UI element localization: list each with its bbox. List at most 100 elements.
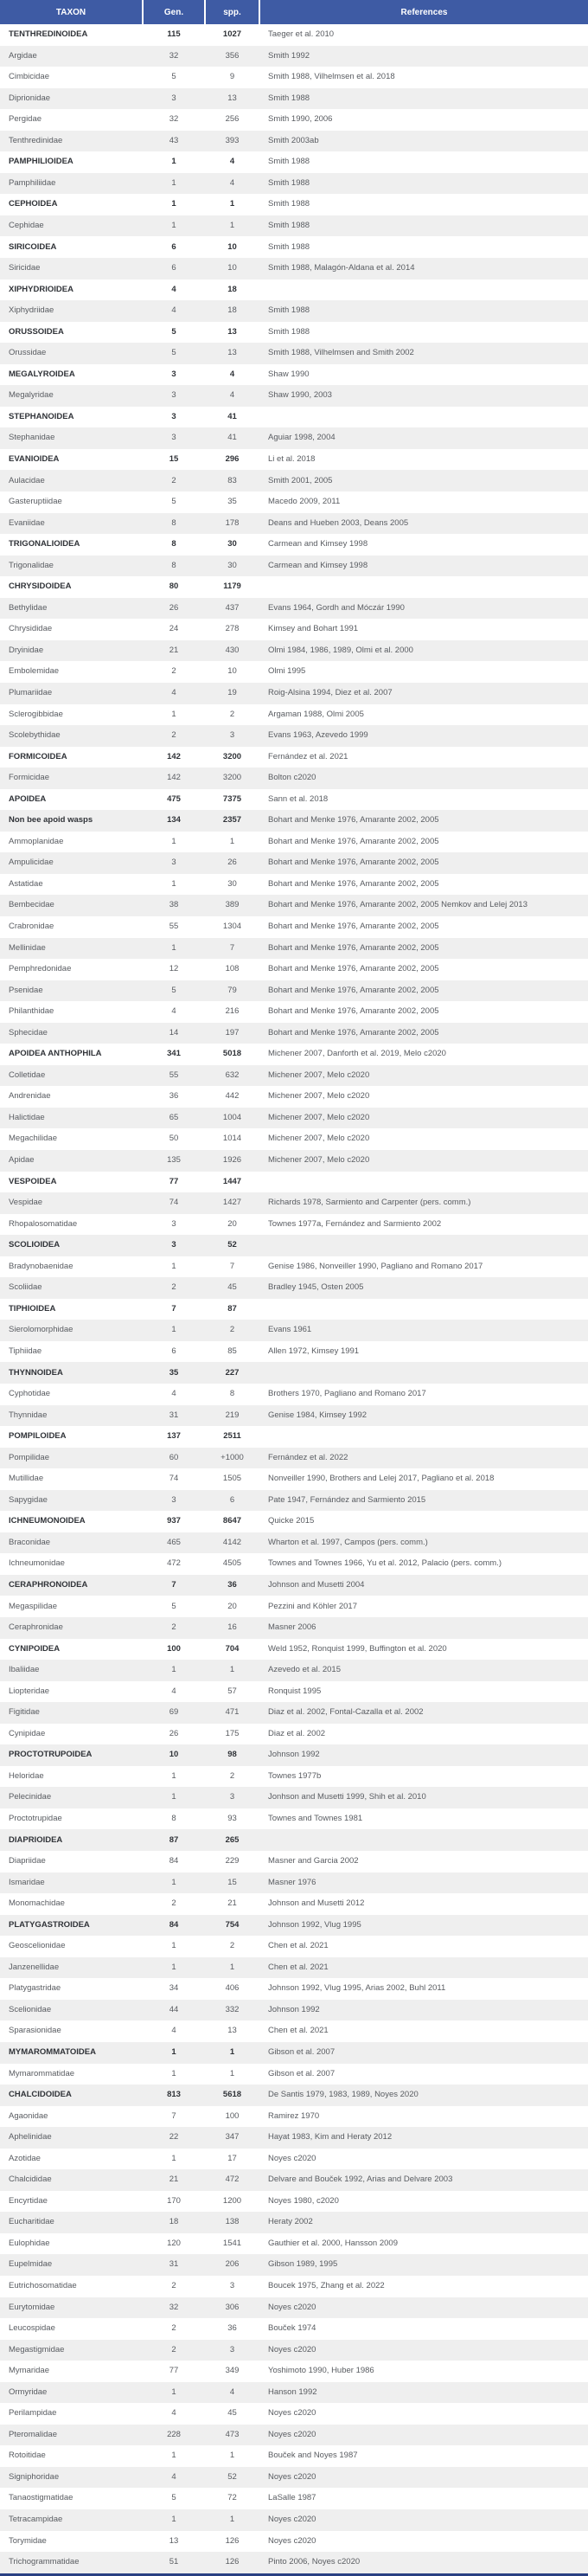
table-row: Xiphydriidae 4 18 Smith 1988 — [0, 300, 588, 322]
references-cell: Li et al. 2018 — [268, 453, 316, 464]
species-count-cell: 100 — [225, 2110, 240, 2121]
references-cell — [259, 1299, 588, 1320]
genera-count-cell: 1 — [171, 157, 176, 167]
references-cell: Michener 2007, Melo c2020 — [268, 1134, 370, 1144]
references-cell: Smith 1988 — [259, 172, 588, 195]
taxon-cell: Sclerogibbidae — [9, 709, 63, 719]
references-cell: Townes and Townes 1981 — [268, 1813, 363, 1823]
genera-count-cell: 22 — [143, 2127, 205, 2149]
genera-count-cell: 4 — [143, 300, 205, 322]
species-count-cell: 1 — [205, 1660, 259, 1681]
species-count-cell: 21 — [227, 1898, 237, 1909]
references-cell: Pinto 2006, Noyes c2020 — [259, 2552, 588, 2575]
genera-count-cell: 8 — [143, 512, 205, 535]
taxon-cell: Thynnidae — [0, 1404, 143, 1427]
references-cell: Bohart and Menke 1976, Amarante 2002, 20… — [259, 1022, 588, 1044]
genera-count-cell: 142 — [143, 768, 205, 789]
taxon-cell: Diprionidae — [0, 87, 143, 110]
taxon-cell: Scolebythidae — [0, 725, 143, 747]
references-cell: Hanson 1992 — [259, 2381, 588, 2404]
taxon-cell: PAMPHILIOIDEA — [9, 157, 74, 167]
genera-count-cell: 2 — [171, 2281, 176, 2291]
taxon-cell: PROCTOTRUPOIDEA — [0, 1744, 143, 1766]
taxon-cell: Eulophidae — [9, 2238, 50, 2248]
taxon-cell: Trigonalidae — [0, 555, 143, 577]
table-row: Stephanidae 3 41 Aguiar 1998, 2004 — [0, 427, 588, 449]
genera-count-cell: 43 — [143, 130, 205, 152]
taxon-cell: Ismaridae — [0, 1872, 143, 1894]
taxon-cell: POMPILOIDEA — [9, 1431, 67, 1442]
species-count-cell: 36 — [227, 2323, 237, 2334]
references-cell: Noyes c2020 — [259, 2424, 588, 2446]
taxon-cell: Vespidae — [0, 1192, 143, 1214]
table-row: Monomachidae 2 21 Johnson and Musetti 20… — [0, 1893, 588, 1915]
genera-count-cell: 8 — [171, 1813, 176, 1823]
species-count-cell: 3 — [229, 2281, 235, 2291]
references-cell: Townes 1977a, Fernández and Sarmiento 20… — [268, 1218, 442, 1229]
table-row: Cephidae 1 1 Smith 1988 — [0, 215, 588, 237]
genera-count-cell: 35 — [143, 1362, 205, 1384]
species-count-cell: 356 — [205, 45, 259, 67]
species-count-cell: 306 — [205, 2297, 259, 2319]
taxon-cell: Liopteridae — [9, 1686, 50, 1696]
genera-count-cell: 32 — [143, 2297, 205, 2319]
references-cell: Olmi 1995 — [268, 666, 306, 677]
species-count-cell: 6 — [205, 1489, 259, 1512]
species-count-cell: 1304 — [222, 922, 242, 932]
species-count-cell: 13 — [205, 343, 259, 364]
genera-count-cell: 4 — [171, 284, 176, 294]
references-cell: Bohart and Menke 1976, Amarante 2002, 20… — [259, 895, 588, 916]
column-header-species: spp. — [204, 0, 259, 24]
references-cell: Smith 2001, 2005 — [259, 470, 588, 492]
taxon-cell: Orussidae — [0, 343, 143, 364]
genera-count-cell: 5 — [171, 497, 176, 507]
table-row: Diprionidae 3 13 Smith 1988 — [0, 87, 588, 110]
references-cell: Smith 1988 — [259, 300, 588, 322]
taxon-cell: APOIDEA — [9, 793, 47, 804]
species-count-cell: 52 — [205, 2466, 259, 2489]
references-cell: Weld 1952, Ronquist 1999, Buffington et … — [268, 1643, 447, 1654]
species-count-cell: 2 — [229, 1770, 235, 1781]
genera-count-cell: 7 — [171, 1303, 176, 1314]
table-row: Halictidae 65 1004 Michener 2007, Melo c… — [0, 1107, 588, 1129]
references-cell: Smith 1988 — [259, 87, 588, 110]
taxon-cell: Tiphiidae — [9, 1346, 42, 1356]
table-row: Scoliidae 2 45 Bradley 1945, Osten 2005 — [0, 1277, 588, 1299]
references-cell: Bohart and Menke 1976, Amarante 2002, 20… — [268, 922, 439, 932]
genera-count-cell: 6 — [171, 1346, 176, 1356]
references-cell: Carmean and Kimsey 1998 — [259, 555, 588, 577]
taxon-cell: Ampulicidae — [0, 852, 143, 874]
taxon-cell: Bembecidae — [0, 895, 143, 916]
taxon-cell: Evaniidae — [0, 512, 143, 535]
table-row: Trichogrammatidae 51 126 Pinto 2006, Noy… — [0, 2552, 588, 2575]
table-row: Sclerogibbidae 1 2 Argaman 1988, Olmi 20… — [0, 704, 588, 726]
references-cell: Michener 2007, Melo c2020 — [259, 1107, 588, 1129]
references-cell: Noyes c2020 — [268, 2535, 316, 2546]
genera-count-cell: 472 — [167, 1558, 181, 1569]
table-row: Trigonalidae 8 30 Carmean and Kimsey 199… — [0, 555, 588, 577]
table-row: Ceraphronidae 2 16 Masner 2006 — [0, 1617, 588, 1639]
species-count-cell: 45 — [227, 2408, 237, 2419]
table-row: Figitidae 69 471 Diaz et al. 2002, Fonta… — [0, 1702, 588, 1724]
genera-count-cell: 1 — [171, 199, 176, 209]
table-row: Mymaridae 77 349 Yoshimoto 1990, Huber 1… — [0, 2361, 588, 2382]
references-cell: Carmean and Kimsey 1998 — [268, 539, 368, 549]
table-row: Evaniidae 8 178 Deans and Hueben 2003, D… — [0, 512, 588, 535]
genera-count-cell: 2 — [143, 2339, 205, 2361]
genera-count-cell: 55 — [169, 922, 179, 932]
species-count-cell: 57 — [227, 1686, 237, 1696]
table-row: Megaspilidae 5 20 Pezzini and Köhler 201… — [0, 1596, 588, 1617]
references-cell: Johnson 1992, Vlug 1995 — [259, 1914, 588, 1937]
references-cell — [259, 1426, 588, 1448]
references-cell: Bouček and Noyes 1987 — [268, 2451, 358, 2461]
genera-count-cell: 1 — [143, 1956, 205, 1979]
table-row: CERAPHRONOIDEA 7 36 Johnson and Musetti … — [0, 1574, 588, 1596]
references-cell: Shaw 1990, 2003 — [259, 385, 588, 407]
taxon-cell: Ormyridae — [0, 2381, 143, 2404]
taxon-cell: Perilampidae — [9, 2408, 57, 2419]
genera-count-cell: 1 — [171, 878, 176, 889]
taxon-cell: Platygastridae — [9, 1983, 61, 1994]
references-cell: Evans 1964, Gordh and Móczár 1990 — [259, 597, 588, 620]
species-count-cell: 18 — [227, 284, 237, 294]
species-count-cell: 4 — [205, 385, 259, 407]
